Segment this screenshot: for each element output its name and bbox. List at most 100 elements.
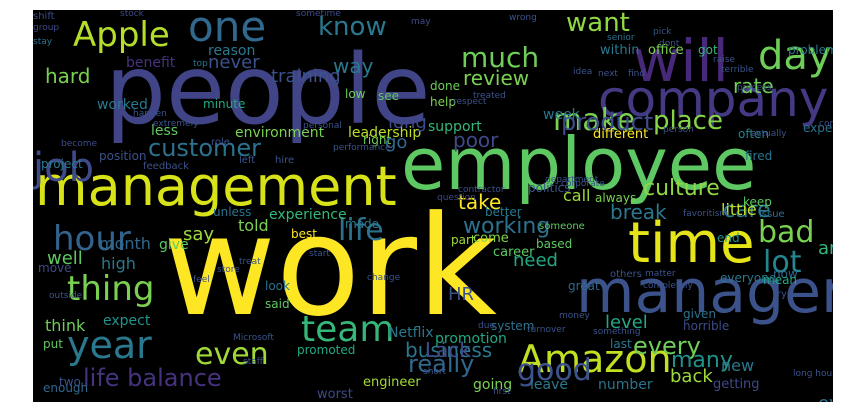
word: never [208, 52, 260, 73]
word: promoted [297, 343, 356, 357]
word: first [493, 387, 511, 397]
word: see [378, 89, 400, 103]
word: high [101, 254, 136, 273]
word: good [517, 353, 592, 388]
word: HR [448, 284, 475, 305]
word: two [59, 375, 81, 389]
word: said [265, 297, 290, 311]
word: look [265, 279, 290, 293]
word: matter [645, 269, 676, 279]
word: back [670, 366, 713, 387]
word: culture [643, 176, 720, 201]
word: great [568, 279, 600, 293]
word: every [633, 332, 701, 360]
word: project [41, 157, 83, 171]
word: worst [317, 387, 353, 402]
word: expected [803, 121, 833, 135]
word: Lack [425, 338, 471, 362]
word: everything [818, 395, 833, 403]
word: senior [607, 33, 635, 43]
word: stock [120, 10, 144, 19]
word: often [738, 127, 770, 141]
word: wrong [509, 13, 537, 23]
word: different [593, 127, 649, 142]
word: left [239, 155, 256, 166]
word: company [598, 70, 829, 128]
word: working [463, 214, 551, 239]
word: next [598, 69, 618, 79]
word: unless [213, 205, 252, 219]
word: hard [45, 64, 91, 88]
word: team [301, 309, 395, 350]
word: problem [788, 43, 833, 57]
word: corporate [561, 179, 605, 189]
word: treated [473, 91, 506, 101]
word: one [188, 10, 267, 51]
word: always [595, 191, 637, 205]
word: horrible [683, 319, 730, 333]
word: system [491, 319, 535, 333]
word: start [309, 249, 330, 259]
word: something [593, 327, 641, 337]
word: business [405, 338, 493, 362]
word: department [545, 175, 599, 185]
word: done [430, 79, 460, 93]
word: happen [133, 109, 167, 119]
word: fired [745, 149, 773, 163]
word: experience [269, 207, 347, 223]
word: hour [53, 219, 131, 259]
word: someone [539, 221, 585, 232]
word: office [648, 43, 684, 58]
word: say [183, 224, 215, 245]
word: customer [148, 134, 262, 162]
word: Amazon [518, 337, 672, 381]
word-cloud: people work employee management manager … [33, 10, 833, 402]
word: product [561, 108, 654, 136]
word: level [605, 312, 648, 333]
word: feel [193, 275, 210, 285]
word: respect [453, 97, 487, 107]
word: change [367, 273, 401, 283]
word: everyone [720, 271, 777, 285]
word: pay [778, 398, 833, 402]
word: sometime [296, 10, 341, 19]
word: way [333, 54, 374, 78]
word: month [99, 234, 151, 253]
word: think [45, 316, 86, 335]
word: training [271, 66, 341, 87]
word: worked [97, 97, 148, 113]
word: last [610, 337, 632, 351]
word: terrible [721, 65, 754, 75]
word: better [485, 205, 522, 219]
word: feedback [143, 161, 189, 172]
word: lot [763, 245, 802, 280]
word: made [345, 217, 380, 231]
word: give [159, 237, 189, 253]
word: engineer [363, 375, 421, 390]
word: low [345, 87, 366, 101]
word: support [428, 119, 482, 135]
word: year [67, 323, 152, 367]
word: process [737, 83, 772, 93]
word: keep [743, 195, 772, 209]
word: person [663, 125, 694, 135]
word: environment [235, 125, 325, 141]
word: life [338, 213, 384, 248]
word: dont [659, 39, 680, 49]
word: reason [208, 43, 256, 59]
word: top [193, 59, 208, 69]
word: got [698, 43, 718, 57]
word: leadership [348, 125, 422, 141]
word: told [238, 216, 269, 235]
word: many [671, 348, 733, 373]
word: promotion [435, 331, 507, 347]
word: idea [573, 67, 593, 77]
word: others [610, 269, 642, 280]
word: companies [819, 119, 833, 129]
word: politics [528, 181, 571, 195]
word: getting [713, 377, 760, 392]
word: extremely [153, 119, 199, 129]
word: much [461, 41, 540, 74]
word: care [723, 198, 771, 223]
word: poor [453, 128, 499, 152]
